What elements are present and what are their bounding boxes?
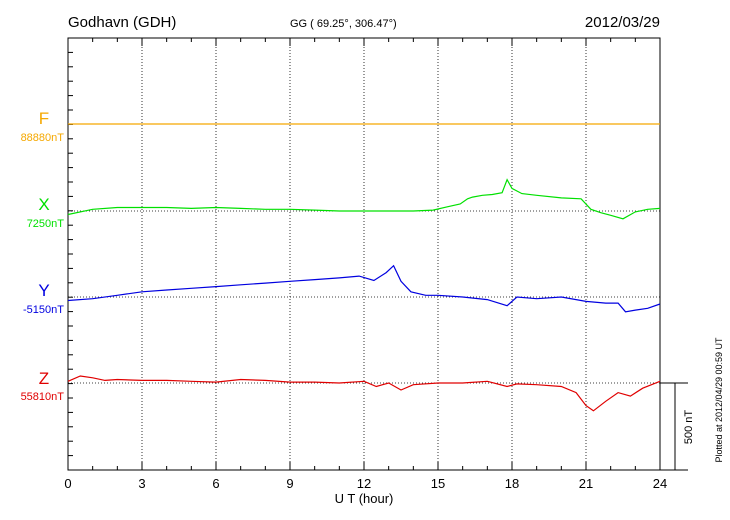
axis-ticks (67, 37, 661, 471)
x-axis-label: U T (hour) (335, 491, 394, 506)
vertical-grid (141, 38, 587, 470)
x-tick-label: 9 (286, 476, 293, 491)
series-label-y: Y (38, 281, 49, 300)
x-tick-label: 15 (431, 476, 445, 491)
series-baseline-f: 88880nT (21, 132, 65, 144)
plot-date: 2012/03/29 (585, 14, 660, 31)
x-tick-label: 24 (653, 476, 667, 491)
series-labels: F 88880nT X 7250nT Y -5150nT Z 55810nT (21, 109, 65, 403)
series-label-x: X (38, 195, 49, 214)
trace-x (67, 178, 661, 220)
trace-z (67, 375, 661, 412)
x-tick-label: 12 (357, 476, 371, 491)
series-label-f: F (39, 109, 49, 128)
x-tick-label: 21 (579, 476, 593, 491)
series-baseline-y: -5150nT (23, 304, 64, 316)
series-baseline-x: 7250nT (27, 218, 65, 230)
data-traces (67, 123, 661, 412)
x-tick-label: 18 (505, 476, 519, 491)
trace-y (67, 264, 661, 313)
x-tick-label: 6 (212, 476, 219, 491)
x-tick-labels: 0 3 6 9 12 15 18 21 24 (64, 476, 667, 491)
plotted-note: Plotted at 2012/04/29 00:59 UT (714, 337, 724, 463)
station-coords: GG ( 69.25°, 306.47°) (290, 18, 397, 30)
scale-bar: 500 nT (660, 382, 695, 471)
series-baseline-z: 55810nT (21, 391, 65, 403)
x-tick-label: 0 (64, 476, 71, 491)
series-label-z: Z (39, 369, 49, 388)
station-title: Godhavn (GDH) (68, 14, 176, 31)
x-tick-label: 3 (138, 476, 145, 491)
scale-bar-label: 500 nT (683, 410, 695, 445)
